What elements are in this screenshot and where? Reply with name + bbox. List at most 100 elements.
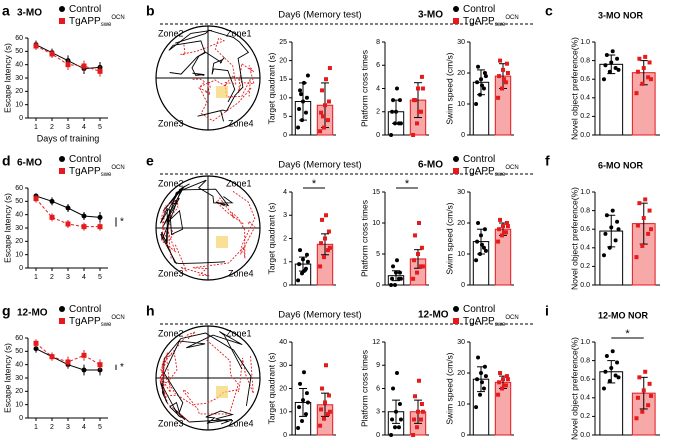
data-point [303,110,308,115]
legend-name: TgAPP [463,16,495,27]
legend-sub: swe [495,322,506,328]
legend-name: TgAPP [69,166,101,177]
data-point [411,433,416,437]
swim-path [173,408,235,425]
legend-name: TgAPP [69,316,101,327]
y-axis-label: Novel object preference(%) [569,187,579,290]
data-point [497,380,502,385]
data-point [481,245,486,250]
data-point [415,121,420,126]
data-point [476,221,481,225]
y-tick-label: 6 [376,385,380,392]
data-point [634,416,639,421]
data-point [501,77,506,82]
y-tick-label: 20 [15,88,23,95]
data-point [604,53,609,58]
y-tick-label: 30 [15,75,23,82]
y-axis-label: Escape latency (s) [2,43,12,113]
data-point [389,283,394,287]
data-point [415,270,420,275]
y-tick-label: 60 [15,185,23,192]
data-point [416,109,421,114]
legend-name: TgAPP [69,16,101,27]
x-axis-label: Days of training [37,133,100,143]
legend-name: Control [463,304,495,315]
data-point [498,217,503,222]
data-point [481,86,486,91]
y-tick-label: 1.0 [580,39,590,46]
legend-label: Control [69,154,101,165]
chart-title: 12-MO NOR [598,310,649,320]
y-tick-label: 20 [279,385,287,392]
marker [33,346,39,352]
legend-name: Control [463,4,495,15]
data-point [478,92,483,97]
heading: Day6 (Memory test) [278,160,361,171]
y-tick-label: 12 [372,339,380,346]
data-point [398,121,403,126]
data-point [416,86,420,91]
y-axis-label: Swim speed (cm/s) [444,352,454,424]
data-point [640,243,645,248]
data-point [420,86,425,91]
swim-path [168,29,212,76]
x-tick-label: 4 [82,124,86,131]
data-point [325,412,330,417]
y-tick-label: 0 [376,282,380,289]
data-point [304,252,309,257]
data-point [411,133,416,137]
data-point [641,66,646,71]
y-tick-label: 40 [15,362,23,369]
data-point [390,417,395,422]
sig-label: * [625,328,630,340]
y-tick-label: 0 [19,265,23,272]
panel-letter: h [146,303,155,319]
data-point [475,80,480,85]
legend-label: Control [463,154,495,165]
y-tick-label: 5 [283,113,287,120]
sig-label: * [120,362,124,373]
data-point [397,402,402,406]
y-tick-label: 0.8 [580,357,590,364]
y-axis-label: Swim speed (cm/s) [444,52,454,124]
data-point [505,71,510,75]
data-point [643,197,648,202]
data-point [616,67,621,72]
data-point [476,355,481,360]
data-point [321,114,326,119]
data-point [643,54,648,59]
chart-title: 3-MO NOR [598,10,644,20]
y-tick-label: 0 [283,282,287,289]
data-point [479,233,483,238]
data-point [296,426,301,431]
data-point [615,56,620,61]
data-point [478,252,483,256]
y-tick-label: 20 [457,220,465,227]
y-tick-label: 6 [376,62,380,69]
data-point [616,375,621,380]
legend-marker [453,168,459,174]
marker [33,340,39,346]
data-point [616,227,621,232]
data-point [504,374,509,379]
legend-name: Control [69,4,101,15]
data-point [318,264,323,269]
x-tick-label: 1 [34,124,38,131]
x-tick-label: 1 [34,274,38,281]
y-tick-label: 10 [457,251,465,258]
y-tick-label: 20 [15,238,23,245]
y-axis-label: Escape latency (s) [2,193,12,263]
data-point [640,409,645,414]
y-tick-label: 40 [15,62,23,69]
y-axis-label: Escape latency (s) [2,343,12,413]
data-point [394,86,399,91]
legend-marker [59,168,65,174]
data-point [649,77,654,82]
data-point [646,231,651,236]
heading: Day6 (Memory test) [278,310,361,321]
legend-label: TgAPPsweOCN [69,315,125,328]
legend-marker [453,18,459,24]
data-point [641,216,646,221]
data-point [296,125,301,130]
data-point [603,231,608,236]
